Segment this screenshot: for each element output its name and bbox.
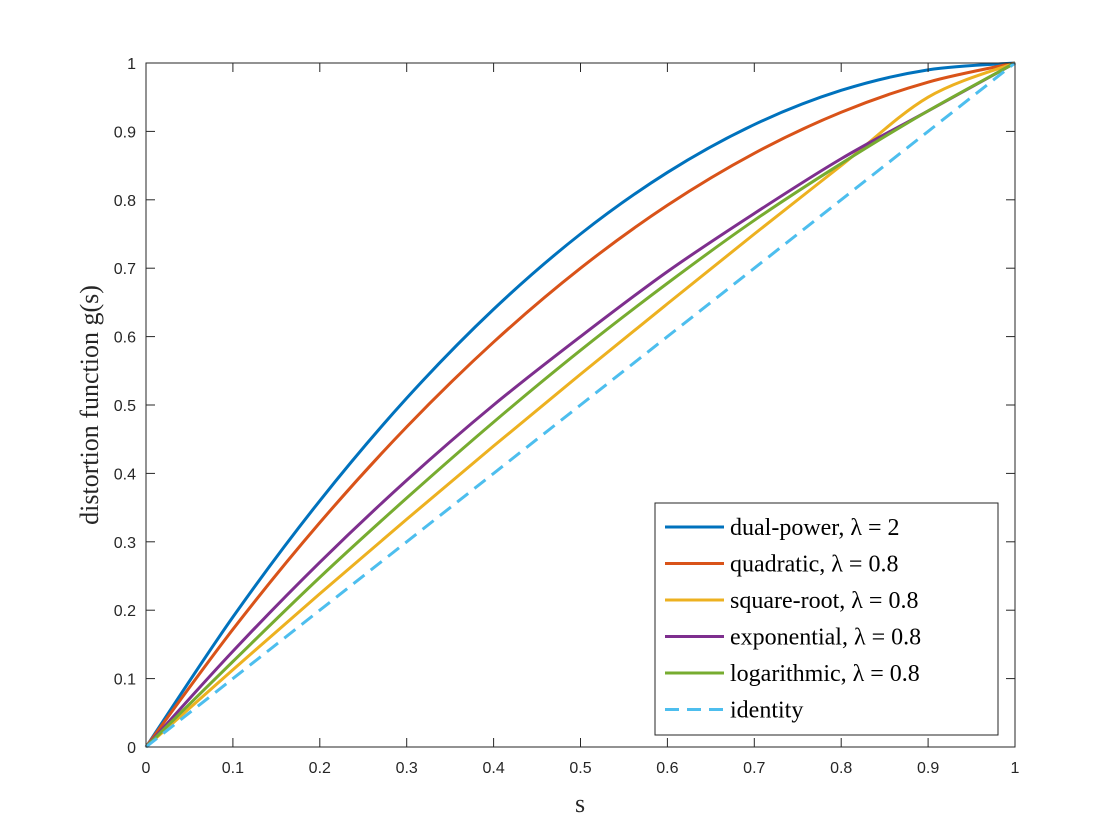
legend-label: logarithmic, λ = 0.8 bbox=[730, 661, 920, 687]
series-line-3 bbox=[144, 61, 1016, 749]
legend-label: dual-power, λ = 2 bbox=[730, 515, 900, 541]
legend-label: exponential, λ = 0.8 bbox=[730, 625, 921, 651]
x-tick-label: 1 bbox=[1011, 760, 1020, 777]
y-tick-label: 0.8 bbox=[114, 193, 136, 210]
y-tick-label: 1 bbox=[127, 56, 136, 73]
x-tick-label: 0.3 bbox=[396, 760, 418, 777]
x-tick-label: 0.8 bbox=[830, 760, 852, 777]
y-tick-label: 0.9 bbox=[114, 124, 136, 141]
series-line-2 bbox=[145, 61, 1016, 749]
x-axis-label: s bbox=[575, 789, 585, 818]
legend-label: square-root, λ = 0.8 bbox=[730, 588, 918, 614]
y-tick-label: 0.6 bbox=[114, 330, 136, 347]
series-line-5 bbox=[145, 61, 1016, 749]
x-axis-ticks: 0 0.1 0.2 0.3 0.4 0.5 0.6 0.7 0.8 0.9 1 bbox=[142, 63, 1020, 777]
y-tick-label: 0.7 bbox=[114, 261, 136, 278]
legend-box bbox=[654, 502, 999, 736]
x-tick-label: 0.7 bbox=[743, 760, 765, 777]
x-tick-label: 0 bbox=[142, 760, 151, 777]
legend-label: quadratic, λ = 0.8 bbox=[730, 552, 898, 578]
y-tick-label: 0 bbox=[127, 740, 136, 757]
legend-label: identity bbox=[730, 698, 803, 724]
x-tick-label: 0.9 bbox=[917, 760, 939, 777]
series-line-0 bbox=[144, 61, 1016, 748]
legend: dual-power, λ = 2 quadratic, λ = 0.8 squar… bbox=[654, 502, 999, 736]
x-tick-label: 0.6 bbox=[656, 760, 678, 777]
y-tick-label: 0.4 bbox=[114, 466, 136, 483]
series-line-1 bbox=[144, 61, 1016, 748]
y-axis-label: distortion function g(s) bbox=[75, 285, 104, 525]
x-tick-label: 0.1 bbox=[222, 760, 244, 777]
series-layer bbox=[144, 61, 1016, 749]
x-tick-label: 0.2 bbox=[309, 760, 331, 777]
y-tick-label: 0.2 bbox=[114, 603, 136, 620]
y-tick-label: 0.3 bbox=[114, 535, 136, 552]
y-axis-ticks: 0 0.1 0.2 0.3 0.4 0.5 0.6 0.7 0.8 0.9 1 bbox=[114, 56, 1015, 757]
y-tick-label: 0.1 bbox=[114, 672, 136, 689]
x-tick-label: 0.4 bbox=[482, 760, 504, 777]
x-tick-label: 0.5 bbox=[569, 760, 591, 777]
series-line-4 bbox=[144, 61, 1016, 749]
y-tick-label: 0.5 bbox=[114, 398, 136, 415]
